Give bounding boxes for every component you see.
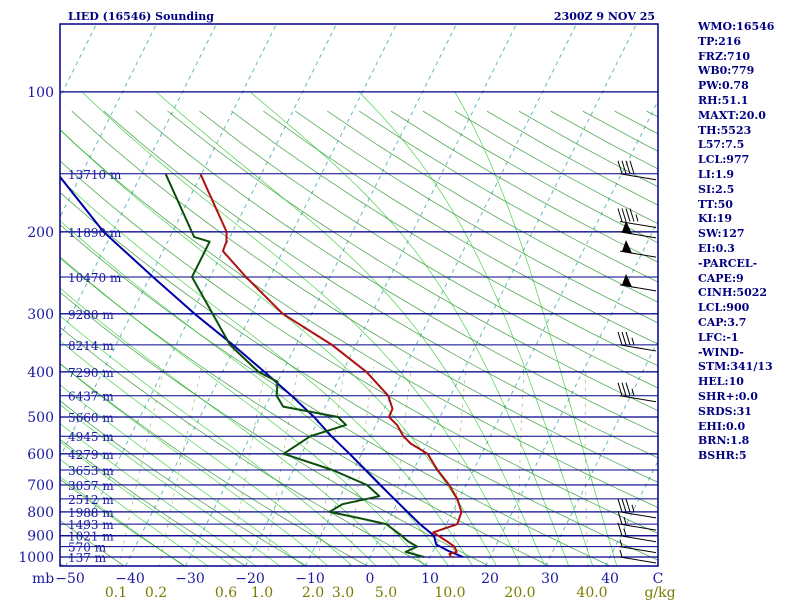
stat-line: LCL:900 — [698, 301, 749, 316]
height-label: 11890 m — [68, 226, 122, 240]
pressure-tick-label: 700 — [27, 478, 54, 494]
height-label: 5660 m — [68, 411, 114, 425]
mixing-ratio-label: 1.0 — [251, 585, 273, 600]
stat-line: SW:127 — [698, 227, 745, 242]
height-label: 4945 m — [68, 430, 114, 444]
height-label: 2512 m — [68, 493, 114, 507]
stat-line: SI:2.5 — [698, 183, 734, 198]
height-label: 3057 m — [68, 479, 114, 493]
stat-line: PW:0.78 — [698, 79, 749, 94]
pressure-tick-label: 100 — [27, 85, 54, 101]
stat-line: KI:19 — [698, 212, 732, 227]
stat-line: BRN:1.8 — [698, 434, 749, 449]
stat-line: TT:50 — [698, 198, 733, 213]
temp-tick-label: 30 — [541, 571, 559, 587]
stat-line: LFC:-1 — [698, 331, 739, 346]
pressure-tick-label: 800 — [27, 505, 54, 521]
mixing-ratio-label: 10.0 — [434, 585, 465, 600]
stat-line: EHI:0.0 — [698, 420, 745, 435]
stat-line: LCL:977 — [698, 153, 749, 168]
pressure-tick-label: 600 — [27, 447, 54, 463]
temp-tick-label: −30 — [175, 571, 205, 587]
stat-line: -WIND- — [698, 346, 744, 361]
temp-tick-label: −50 — [55, 571, 85, 587]
stat-line: MAXT:20.0 — [698, 109, 766, 124]
mixing-ratio-label: 20.0 — [504, 585, 535, 600]
temp-tick-label: 0 — [366, 571, 375, 587]
stat-line: BSHR:5 — [698, 449, 747, 464]
height-label: 4279 m — [68, 448, 114, 462]
mixing-ratio-label: 5.0 — [375, 585, 397, 600]
stat-line: FRZ:710 — [698, 50, 750, 65]
stat-line: CAPE:9 — [698, 272, 744, 287]
height-label: 13710 m — [68, 168, 122, 182]
mixing-ratio-label: g/kg — [644, 585, 675, 600]
height-label: 8214 m — [68, 339, 114, 353]
pressure-tick-label: 500 — [27, 410, 54, 426]
stat-line: CAP:3.7 — [698, 316, 746, 331]
mixing-ratio-label: 0.2 — [145, 585, 167, 600]
height-label: 10470 m — [68, 271, 122, 285]
stat-line: L57:7.5 — [698, 138, 744, 153]
stat-line: SRDS:31 — [698, 405, 752, 420]
mixing-ratio-label: 3.0 — [332, 585, 354, 600]
height-label: 3653 m — [68, 464, 114, 478]
stat-line: -PARCEL- — [698, 257, 757, 272]
stat-line: EI:0.3 — [698, 242, 735, 257]
stat-line: TH:5523 — [698, 124, 751, 139]
chart-time: 2300Z 9 NOV 25 — [554, 10, 655, 23]
stat-line: TP:216 — [698, 35, 741, 50]
mixing-ratio-label: 2.0 — [302, 585, 324, 600]
height-label: 9280 m — [68, 308, 114, 322]
stat-line: SHR+:0.0 — [698, 390, 758, 405]
stat-line: LI:1.9 — [698, 168, 734, 183]
mixing-ratio-label: 0.1 — [105, 585, 127, 600]
pressure-tick-label: 900 — [27, 529, 54, 545]
height-label: 6437 m — [68, 390, 114, 404]
pressure-tick-label: 400 — [27, 365, 54, 381]
stat-line: HEL:10 — [698, 375, 744, 390]
stat-line: WB0:779 — [698, 64, 754, 79]
chart-title: LIED (16546) Sounding — [68, 10, 214, 23]
mixing-ratio-label: 0.6 — [215, 585, 237, 600]
stat-line: RH:51.1 — [698, 94, 748, 109]
mixing-ratio-label: 40.0 — [576, 585, 607, 600]
stat-line: WMO:16546 — [698, 20, 774, 35]
height-label: 137 m — [68, 551, 107, 565]
xaxis-unit-label: mb — [32, 571, 54, 587]
stat-line: STM:341/13 — [698, 360, 773, 375]
pressure-tick-label: 300 — [27, 307, 54, 323]
temp-tick-label: 20 — [481, 571, 499, 587]
height-label: 7290 m — [68, 366, 114, 380]
pressure-tick-label: 200 — [27, 225, 54, 241]
pressure-tick-label: 1000 — [18, 550, 54, 566]
stat-line: CINH:5022 — [698, 286, 767, 301]
